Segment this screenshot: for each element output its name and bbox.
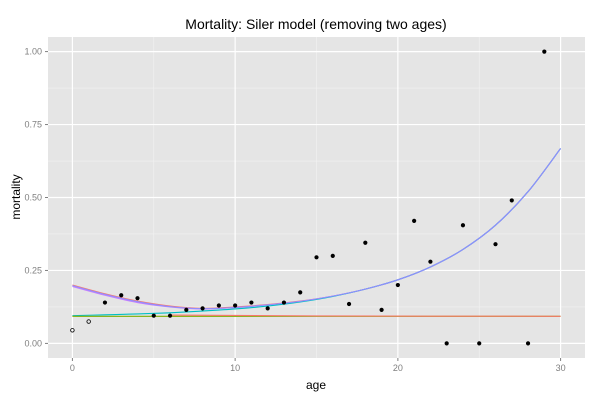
data-point [477, 341, 482, 346]
removed-data-point [70, 328, 75, 333]
fitted-curve-red [170, 314, 561, 317]
grid-major [48, 37, 585, 358]
data-point [265, 306, 270, 311]
x-axis-ticks: 0 10 20 30 [70, 358, 566, 373]
data-point [444, 341, 449, 346]
y-axis-label: mortality [9, 174, 23, 219]
y-axis-ticks: 0.00 0.25 0.50 0.75 1.00 [24, 47, 48, 348]
data-point [216, 303, 221, 308]
data-point [281, 300, 287, 305]
fitted-curve-blue [72, 148, 562, 310]
x-tick-label: 0 [70, 363, 75, 373]
y-tick-label: 0.75 [24, 120, 42, 130]
x-tick-label: 20 [393, 363, 403, 373]
data-point [542, 49, 547, 54]
chart-title: Mortality: Siler model (removing two age… [185, 16, 446, 32]
data-point [298, 290, 303, 295]
data-point [346, 301, 352, 307]
removed-data-point [86, 319, 91, 324]
data-point [233, 303, 238, 308]
data-points [70, 49, 547, 346]
data-point [460, 223, 466, 228]
data-point [119, 293, 124, 298]
data-point [135, 296, 140, 301]
y-tick-label: 0.50 [24, 193, 42, 203]
y-tick-label: 0.00 [24, 338, 42, 348]
data-point [363, 240, 368, 245]
data-point [493, 242, 498, 247]
data-point [395, 282, 400, 288]
y-tick-label: 1.00 [24, 47, 42, 57]
data-point [167, 313, 173, 318]
data-point [249, 300, 254, 305]
data-point [330, 253, 335, 258]
x-tick-label: 10 [230, 363, 240, 373]
x-axis-label: age [306, 378, 326, 392]
y-tick-label: 0.25 [24, 265, 42, 275]
data-point [314, 255, 319, 260]
data-point [379, 307, 384, 312]
data-point [428, 259, 433, 264]
data-point [151, 313, 156, 318]
data-point [184, 307, 189, 312]
data-point [200, 306, 205, 311]
data-point [412, 218, 417, 223]
x-tick-label: 30 [556, 363, 566, 373]
data-point [525, 341, 531, 346]
fitted-curves [72, 148, 562, 317]
data-point [509, 198, 514, 203]
data-point [102, 300, 108, 305]
